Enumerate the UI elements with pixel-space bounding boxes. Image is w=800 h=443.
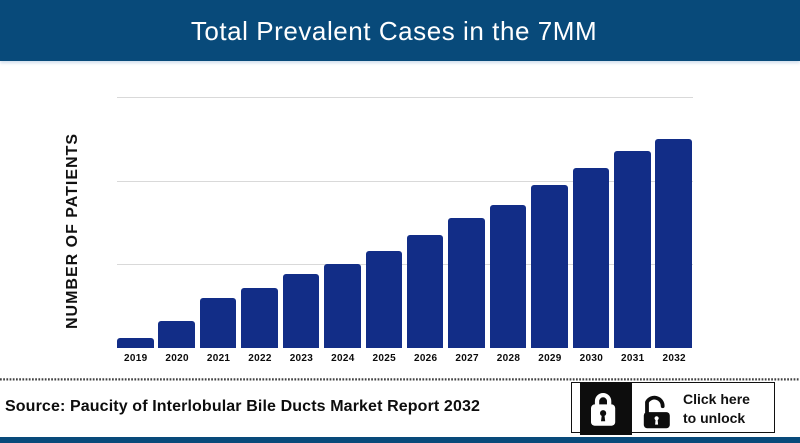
plot-area	[117, 97, 693, 348]
lock-tile	[580, 381, 633, 435]
bar-2027	[448, 218, 485, 348]
x-label-2027: 2027	[455, 353, 479, 364]
bar-2025	[365, 251, 403, 348]
unlock-cta-line2: to unlock	[683, 409, 746, 426]
source-text: Source: Paucity of Interlobular Bile Duc…	[5, 398, 480, 415]
y-axis-label: NUMBER OF PATIENTS	[63, 132, 81, 330]
gridline-top	[117, 97, 693, 98]
lock-closed-icon	[591, 392, 616, 426]
bar-2019	[117, 337, 154, 348]
x-label-2032: 2032	[662, 353, 686, 364]
x-label-2028: 2028	[496, 353, 521, 364]
bar-2022	[241, 288, 278, 348]
x-label-2031: 2031	[621, 353, 645, 364]
page-title: Total Prevalent Cases in the 7MM	[190, 16, 598, 46]
x-label-2026: 2026	[413, 353, 438, 364]
bar-2024	[324, 263, 361, 348]
x-label-2020: 2020	[165, 353, 189, 364]
bar-2030	[572, 168, 610, 348]
bar-2028	[489, 204, 527, 348]
bar-2026	[406, 234, 444, 348]
x-label-2030: 2030	[579, 353, 604, 364]
separator-dotted-line	[0, 377, 800, 381]
bar-2020	[158, 321, 195, 348]
x-label-2022: 2022	[248, 353, 272, 364]
x-label-2029: 2029	[538, 353, 562, 364]
x-label-2025: 2025	[372, 353, 396, 364]
x-label-2021: 2021	[206, 353, 231, 364]
bar-2023	[282, 273, 320, 348]
x-label-2019: 2019	[124, 353, 148, 364]
bottom-accent-bar	[0, 437, 800, 443]
bar-2029	[531, 185, 568, 348]
bar-2031	[614, 151, 651, 348]
gridline-bottom	[117, 264, 693, 265]
unlock-cta-text[interactable]: Click here to unlock	[683, 390, 750, 427]
bar-2021	[199, 297, 237, 348]
header-bar: Total Prevalent Cases in the 7MM	[0, 0, 800, 61]
unlock-cta-box[interactable]: Click here to unlock	[571, 381, 775, 435]
x-label-2023: 2023	[289, 353, 314, 364]
gridline-middle	[117, 181, 693, 182]
unlock-cta-line1: Click here	[683, 391, 750, 408]
x-label-2024: 2024	[331, 353, 355, 364]
lock-open-icon	[643, 391, 672, 429]
bar-2032	[655, 138, 692, 348]
